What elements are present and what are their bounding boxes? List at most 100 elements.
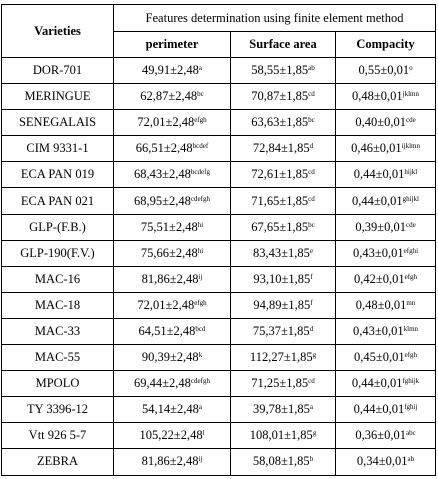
compacity-significance-letters: efghi (403, 246, 419, 255)
table-row: ECA PAN 019 68,43±2,48bcdefg 72,61±1,85cd 0… (1, 161, 437, 189)
compacity-significance-letters: ghijkl (402, 194, 419, 203)
surface-area-value: 58,55±1,85 (251, 63, 309, 78)
compacity-significance-letters: cde (405, 116, 416, 125)
perimeter-value: 69,44±2,48 (134, 376, 191, 391)
table-row: MERINGUE 62,87±2,48bc 70,87±1,85cd 0,48±0,0… (1, 83, 437, 111)
perimeter-cell: 54,14±2,48a (113, 396, 231, 424)
perimeter-significance-letters: hi (197, 220, 204, 229)
surface-area-value: 67,65±1,85 (251, 219, 309, 234)
table-row: CIM 9331-1 66,51±2,48bcdef 72,84±1,85d 0,46… (1, 135, 437, 163)
perimeter-cell: 105,22±2,48l (113, 422, 231, 450)
perimeter-significance-letters: bcd (195, 324, 206, 333)
compacity-cell: 0,36±0,01abc (334, 422, 437, 450)
compacity-significance-letters: hijkl (404, 168, 418, 177)
perimeter-significance-letters: bc (197, 90, 204, 99)
surface-area-cell: 39,78±1,85a (230, 396, 336, 424)
perimeter-value: 64,51±2,48 (138, 323, 196, 338)
perimeter-significance-letters: a (198, 64, 202, 73)
variety-cell: SENEGALAIS (1, 109, 114, 137)
compacity-value: 0,46±0,01 (351, 141, 402, 156)
surface-area-cell: 58,08±1,85b (230, 448, 336, 476)
surface-area-significance-letters: d (309, 142, 314, 151)
perimeter-cell: 81,86±2,48ij (113, 448, 231, 476)
surface-area-cell: 71,65±1,85cd (230, 187, 336, 215)
variety-cell: ZEBRA (1, 448, 114, 476)
header-perimeter: perimeter (113, 31, 231, 58)
variety-cell: DOR-701 (1, 56, 114, 85)
surface-area-significance-letters: cd (308, 90, 315, 99)
table-row: DOR-701 49,91±2,48a 58,55±1,85ab 0,55±0,01o (1, 56, 437, 85)
surface-area-value: 63,63±1,85 (251, 115, 309, 130)
surface-area-significance-letters: bc (308, 116, 315, 125)
compacity-value: 0,39±0,01 (355, 219, 406, 234)
table-row: MPOLO 69,44±2,48cdefgh 71,25±1,85cd 0,44±0,… (1, 370, 437, 398)
perimeter-significance-letters: efgh (194, 116, 207, 125)
table-row: GLP-190(F.V.) 75,66±2,48hi 83,43±1,85e 0,43… (1, 239, 437, 267)
perimeter-significance-letters: a (198, 403, 202, 412)
surface-area-significance-letters: bc (308, 220, 315, 229)
perimeter-value: 68,43±2,48 (134, 167, 191, 182)
surface-area-cell: 112,27±1,85g (230, 344, 336, 372)
compacity-value: 0,36±0,01 (355, 428, 406, 443)
surface-area-significance-letters: cd (308, 377, 315, 386)
variety-cell: TY 3396-12 (1, 396, 114, 424)
compacity-cell: 0,44±0,01fghijk (334, 370, 437, 398)
variety-cell: ECA PAN 021 (1, 187, 114, 215)
perimeter-cell: 90,39±2,48k (113, 344, 231, 372)
variety-cell: MAC-16 (1, 265, 114, 293)
surface-area-value: 58,08±1,85 (252, 454, 310, 469)
compacity-cell: 0,48±0,01mn (334, 291, 437, 319)
compacity-significance-letters: fghijk (402, 377, 420, 386)
perimeter-value: 68,95±2,48 (134, 193, 191, 208)
surface-area-cell: 71,25±1,85cd (230, 370, 336, 398)
perimeter-significance-letters: l (202, 429, 205, 438)
surface-area-value: 112,27±1,85 (249, 350, 313, 365)
surface-area-cell: 58,55±1,85ab (230, 56, 336, 85)
compacity-cell: 0,55±0,01o (334, 56, 437, 85)
compacity-significance-letters: jklmn (402, 90, 419, 99)
perimeter-significance-letters: cdefgh (190, 377, 210, 386)
perimeter-value: 90,39±2,48 (141, 350, 199, 365)
surface-area-cell: 63,63±1,85bc (230, 109, 336, 137)
perimeter-value: 105,22±2,48 (139, 428, 203, 443)
compacity-value: 0,45±0,01 (353, 350, 405, 365)
perimeter-value: 81,86±2,48 (141, 454, 199, 469)
surface-area-value: 72,61±1,85 (251, 167, 309, 182)
table-row: TY 3396-12 54,14±2,48a 39,78±1,85a 0,44±0,0… (1, 396, 437, 424)
perimeter-significance-letters: efgh (194, 298, 207, 307)
table-row: Vtt 926 5-7 105,22±2,48l 108,01±1,85g 0,36±… (1, 422, 437, 450)
compacity-value: 0,40±0,01 (355, 115, 406, 130)
surface-area-cell: 83,43±1,85e (230, 239, 336, 267)
variety-cell: MAC-33 (1, 317, 114, 346)
surface-area-significance-letters: g (312, 429, 317, 438)
compacity-value: 0,44±0,01 (351, 376, 403, 391)
surface-area-value: 71,65±1,85 (251, 193, 309, 208)
compacity-significance-letters: efgh (404, 351, 418, 360)
surface-area-cell: 75,37±1,85d (230, 317, 336, 346)
surface-area-value: 71,25±1,85 (251, 376, 309, 391)
surface-area-cell: 70,87±1,85cd (230, 83, 336, 111)
perimeter-cell: 75,51±2,48hi (113, 213, 231, 241)
surface-area-value: 72,84±1,85 (252, 141, 310, 156)
perimeter-value: 62,87±2,48 (140, 89, 198, 104)
compacity-value: 0,44±0,01 (353, 167, 405, 182)
compacity-cell: 0,39±0,01cde (334, 213, 437, 241)
variety-cell: Vtt 926 5-7 (1, 422, 114, 450)
compacity-significance-letters: cde (405, 220, 416, 229)
surface-area-significance-letters: ab (308, 64, 315, 73)
variety-cell: ECA PAN 019 (1, 161, 114, 189)
table-row: GLP-(F.B.) 75,51±2,48hi 67,65±1,85bc 0,39±0… (1, 213, 437, 241)
perimeter-cell: 75,66±2,48hi (113, 239, 231, 267)
compacity-cell: 0,43±0,01efghi (334, 239, 437, 267)
compacity-value: 0,48±0,01 (352, 89, 403, 104)
compacity-cell: 0,42±0,01efgh (334, 265, 437, 293)
surface-area-significance-letters: g (312, 351, 317, 360)
perimeter-significance-letters: k (198, 351, 203, 360)
surface-area-value: 108,01±1,85 (249, 428, 313, 443)
compacity-significance-letters: o (409, 64, 413, 73)
compacity-value: 0,42±0,01 (353, 271, 405, 286)
surface-area-significance-letters: cd (308, 168, 315, 177)
header-surface-area: Surface area (230, 31, 336, 58)
surface-area-value: 70,87±1,85 (251, 89, 309, 104)
